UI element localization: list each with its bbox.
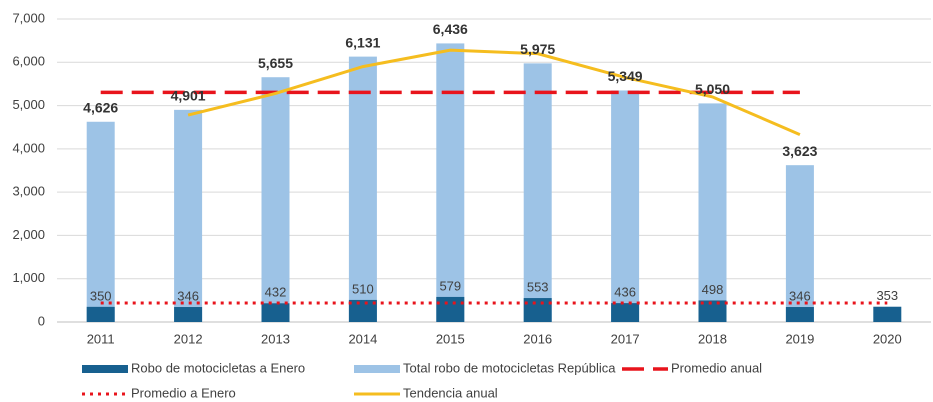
- bar: [261, 303, 290, 322]
- legend-label: Total robo de motocicletas República: [403, 360, 616, 375]
- y-tick-label: 6,000: [12, 54, 45, 69]
- bar: [523, 63, 552, 322]
- data-label: 6,436: [433, 21, 468, 37]
- data-label: 5,050: [695, 81, 730, 97]
- x-tick-label: 2013: [261, 331, 290, 346]
- data-label: 3,623: [782, 143, 817, 159]
- bar: [261, 77, 290, 322]
- data-label: 346: [789, 288, 811, 303]
- data-label: 6,131: [345, 34, 380, 50]
- bar: [436, 296, 465, 322]
- x-tick-label: 2015: [436, 331, 465, 346]
- data-label: 579: [439, 278, 461, 293]
- bar: [436, 43, 465, 322]
- legend-swatch: [82, 365, 128, 373]
- data-label: 5,975: [520, 41, 555, 57]
- data-label: 5,349: [608, 68, 643, 84]
- bar: [348, 299, 377, 322]
- data-label: 350: [90, 288, 112, 303]
- bar: [611, 303, 640, 322]
- data-label: 4,626: [83, 99, 118, 115]
- data-label: 432: [265, 285, 287, 300]
- data-label: 498: [702, 282, 724, 297]
- legend-swatch: [354, 365, 400, 373]
- data-label: 553: [527, 280, 549, 295]
- data-label: 510: [352, 281, 374, 296]
- data-label: 4,901: [171, 88, 206, 104]
- legend-label: Promedio a Enero: [131, 385, 236, 400]
- x-tick-label: 2018: [698, 331, 727, 346]
- line-series: [187, 48, 801, 136]
- x-tick-label: 2016: [523, 331, 552, 346]
- bar: [86, 121, 115, 322]
- data-label: 5,655: [258, 55, 293, 71]
- y-tick-label: 1,000: [12, 270, 45, 285]
- data-label: 436: [614, 285, 636, 300]
- x-tick-label: 2012: [174, 331, 203, 346]
- data-label: 346: [177, 288, 199, 303]
- legend-label: Tendencia anual: [403, 385, 498, 400]
- y-tick-label: 7,000: [12, 10, 45, 25]
- x-tick-label: 2017: [611, 331, 640, 346]
- y-tick-label: 2,000: [12, 227, 45, 242]
- bar: [785, 165, 814, 322]
- bar: [785, 307, 814, 322]
- bar: [174, 307, 203, 322]
- bar: [611, 90, 640, 322]
- x-tick-label: 2011: [87, 331, 115, 346]
- y-tick-label: 0: [38, 313, 45, 328]
- y-tick-label: 3,000: [12, 184, 45, 199]
- bar: [348, 56, 377, 322]
- legend-label: Promedio anual: [671, 360, 762, 375]
- bar: [174, 109, 203, 322]
- bar: [86, 306, 115, 322]
- bar: [698, 300, 727, 322]
- legend-label: Robo de motocicletas a Enero: [131, 360, 305, 375]
- x-tick-label: 2019: [785, 331, 814, 346]
- y-tick-label: 5,000: [12, 97, 45, 112]
- bar: [873, 306, 902, 322]
- y-tick-label: 4,000: [12, 140, 45, 155]
- x-tick-label: 2014: [348, 331, 377, 346]
- bar: [523, 298, 552, 322]
- x-tick-label: 2020: [873, 331, 902, 346]
- bar: [698, 103, 727, 323]
- data-label: 353: [876, 288, 898, 303]
